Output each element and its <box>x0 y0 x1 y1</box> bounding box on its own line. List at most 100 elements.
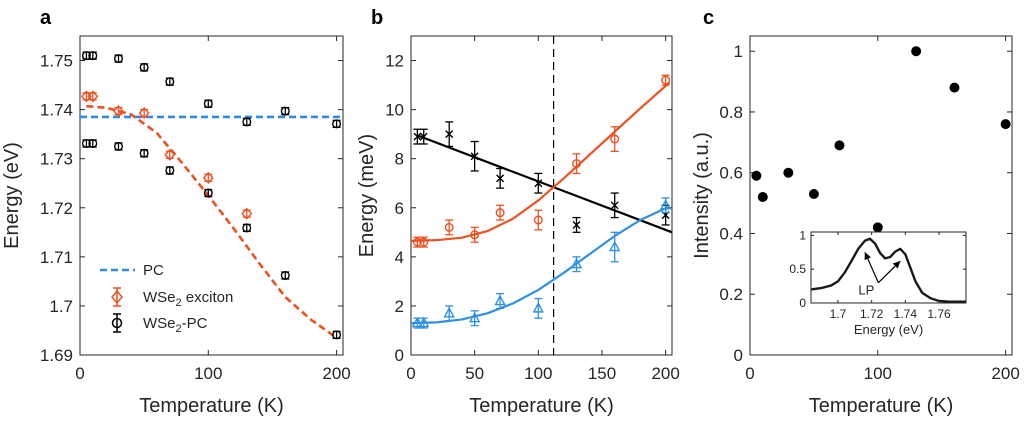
b-data-point <box>419 237 429 247</box>
b-data-point <box>470 152 479 161</box>
panel-label-b: b <box>371 7 383 29</box>
b-data-point <box>412 237 422 247</box>
a-xtick-label: 200 <box>322 364 350 383</box>
b-fit-black-fit <box>416 134 673 234</box>
b-xtick-label: 0 <box>406 364 415 383</box>
panel-c-inset: 1.7 1.72 1.74 1.76 0 0.5 1 Energy (eV) LP <box>789 228 967 337</box>
c-ytick-label: 1 <box>734 42 743 61</box>
legend-swatch-exciton <box>111 287 123 307</box>
b-ytick-label: 6 <box>395 199 404 218</box>
a-ytick-label: 1.75 <box>40 52 73 71</box>
b-data-point <box>661 75 671 85</box>
b-data-point <box>494 294 506 306</box>
legend-label-wse2-pc: WSe2-PC <box>143 315 208 335</box>
a-data-point <box>242 223 252 233</box>
b-data-point-stroke <box>470 152 479 161</box>
c-data-point <box>757 192 768 203</box>
legend-label-exciton: WSe2 exciton <box>143 289 233 309</box>
c-data-point <box>751 170 762 181</box>
b-data-point-stroke <box>445 130 454 139</box>
panel-b: 0 50 100 150 200 0 2 4 6 8 10 12 Temperature (K) Ener… <box>356 35 680 417</box>
a-data-point <box>139 148 149 158</box>
b-data-point <box>572 220 581 229</box>
b-data-point-stroke <box>572 220 581 229</box>
b-data-point <box>470 230 480 240</box>
b-xtick-label: 150 <box>588 364 616 383</box>
a-data-point <box>87 90 99 103</box>
panel-label-c: c <box>703 7 714 29</box>
b-data-point <box>413 132 422 141</box>
a-data-point <box>203 188 213 198</box>
c-data-point <box>1000 119 1011 130</box>
b-xtick-label: 200 <box>651 364 679 383</box>
a-data-point <box>241 207 253 220</box>
panel-a: 0 100 200 1.69 1.7 1.71 1.72 1.73 1.74 1.75 Temper… <box>1 35 351 417</box>
b-data-point <box>532 301 544 313</box>
inset-ytick-label: 1 <box>799 228 806 242</box>
a-data-point <box>88 51 98 61</box>
legend-a: PC WSe2 exciton WSe2-PC <box>100 262 233 335</box>
c-ytick-label: 0.2 <box>719 285 743 304</box>
a-data-point <box>202 171 214 184</box>
b-data-point <box>444 222 454 232</box>
b-data-point-stroke <box>419 132 428 141</box>
b-fit-blue-fit <box>410 205 670 325</box>
a-data-point <box>332 330 342 340</box>
b-data-point-stroke <box>413 132 422 141</box>
a-data-point <box>165 77 175 87</box>
a-ylabel: Energy (eV) <box>1 142 23 249</box>
a-data-point <box>88 138 98 148</box>
legend-swatch-wse2-pc <box>111 313 123 333</box>
a-data-point <box>113 141 123 151</box>
b-data-point <box>533 215 543 225</box>
inset-ytick-label: 0.5 <box>789 262 806 276</box>
b-data-point <box>610 134 620 144</box>
b-xtick-label: 100 <box>524 364 552 383</box>
panel-label-a: a <box>40 7 52 29</box>
a-data-point <box>280 270 290 280</box>
inset-background <box>811 232 966 303</box>
a-data-point <box>203 99 213 109</box>
c-data-point <box>911 46 922 57</box>
b-data-point <box>411 316 424 328</box>
b-data-point <box>419 132 428 141</box>
c-data-point <box>808 188 819 199</box>
c-ytick-label: 0 <box>734 346 743 365</box>
b-xtick-label: 50 <box>465 364 484 383</box>
c-data-point <box>872 222 883 233</box>
a-data-point <box>113 54 123 64</box>
b-data-point <box>570 257 583 269</box>
b-data-point <box>443 306 455 318</box>
b-data-point <box>534 179 543 188</box>
b-data-point <box>610 201 619 210</box>
inset-arrow-head <box>864 252 871 261</box>
a-data-point <box>81 51 91 61</box>
c-xlabel: Temperature (K) <box>809 395 954 417</box>
a-ytick-label: 1.72 <box>40 199 73 218</box>
b-data-point <box>495 208 505 218</box>
inset-xtick-label: 1.76 <box>927 307 951 321</box>
b-data-point <box>468 311 481 323</box>
b-data-point-stroke <box>610 201 619 210</box>
b-data-point <box>572 159 582 169</box>
c-data-point <box>834 140 845 151</box>
c-xtick-label: 200 <box>991 364 1019 383</box>
c-ytick-label: 0.4 <box>719 224 743 243</box>
b-data-point <box>609 240 621 252</box>
b-xlabel: Temperature (K) <box>469 395 614 417</box>
b-data-point <box>418 316 430 328</box>
c-xtick-label: 100 <box>864 364 892 383</box>
inset-xtick-label: 1.72 <box>860 307 884 321</box>
b-data-point <box>659 198 672 210</box>
a-data-point <box>280 106 290 116</box>
b-ylabel: Energy (meV) <box>356 134 378 257</box>
b-ytick-label: 10 <box>385 101 404 120</box>
a-xlabel: Temperature (K) <box>139 395 284 417</box>
a-data-point <box>164 148 176 161</box>
a-xtick-label: 0 <box>75 364 84 383</box>
c-ytick-label: 0.8 <box>719 103 743 122</box>
c-xtick-label: 0 <box>745 364 754 383</box>
a-ytick-label: 1.7 <box>49 297 73 316</box>
a-ytick-label: 1.73 <box>40 150 73 169</box>
